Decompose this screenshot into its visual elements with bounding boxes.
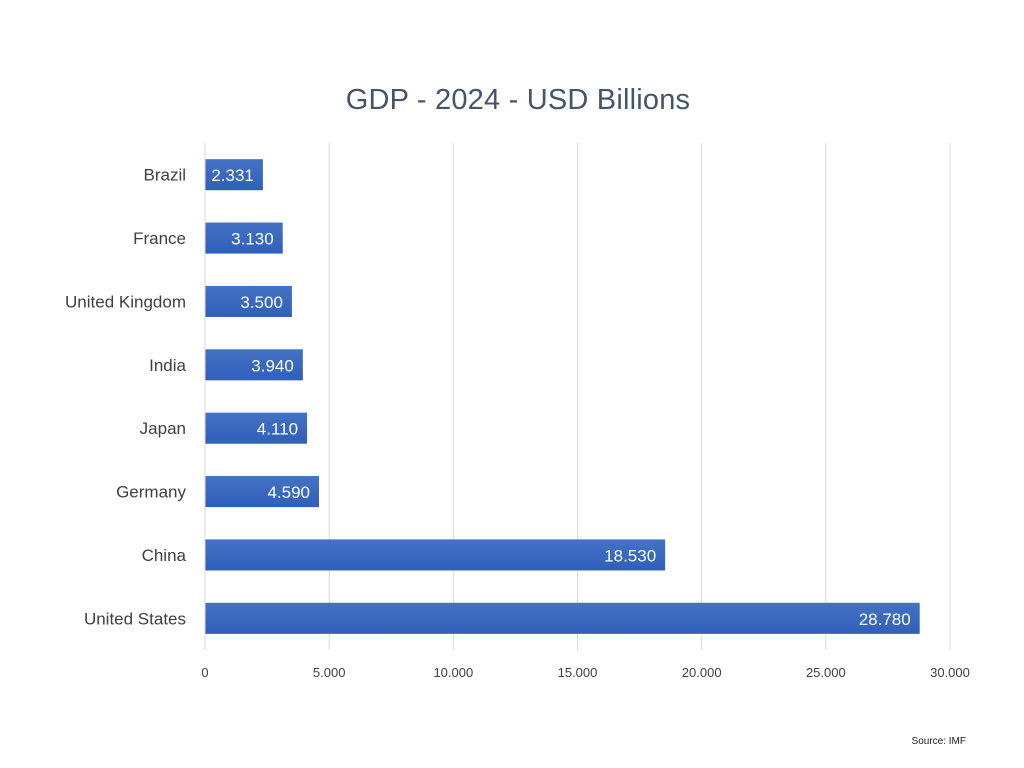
data-label: 18.530 bbox=[604, 546, 656, 565]
data-label: 3.130 bbox=[231, 230, 274, 249]
bar-brazil bbox=[205, 159, 263, 191]
x-tick-label: 20.000 bbox=[682, 665, 722, 680]
category-label: United States bbox=[84, 609, 186, 628]
category-label: China bbox=[142, 546, 187, 565]
chart-title: GDP - 2024 - USD Billions bbox=[345, 84, 691, 116]
x-tick-label: 25.000 bbox=[806, 665, 846, 680]
category-label: France bbox=[133, 229, 186, 248]
bar-germany bbox=[205, 476, 319, 508]
bar-china bbox=[205, 539, 666, 571]
bars bbox=[205, 159, 920, 634]
data-label: 2.331 bbox=[211, 166, 254, 185]
bar-japan bbox=[205, 412, 308, 444]
data-label: 3.500 bbox=[240, 293, 283, 312]
x-tick-label: 0 bbox=[201, 665, 208, 680]
labels: 0 5.000 10.000 15.000 20.000 25.000 30.000 Braz… bbox=[65, 166, 970, 680]
data-label: 3.940 bbox=[251, 356, 294, 375]
x-tick-label: 30.000 bbox=[930, 665, 970, 680]
x-tick-label: 10.000 bbox=[433, 665, 473, 680]
x-tick-label: 5.000 bbox=[313, 665, 346, 680]
category-label: Germany bbox=[116, 483, 186, 502]
bar-india bbox=[205, 349, 303, 381]
category-label: Japan bbox=[140, 419, 186, 438]
data-label: 4.590 bbox=[267, 483, 310, 502]
bar-france bbox=[205, 222, 283, 254]
category-label: Brazil bbox=[143, 166, 186, 185]
data-label: 28.780 bbox=[859, 610, 911, 629]
bar-united-states bbox=[205, 602, 920, 634]
category-label: India bbox=[149, 356, 186, 375]
data-label: 4.110 bbox=[257, 420, 298, 439]
bar-united-kingdom bbox=[205, 285, 292, 317]
source-note: Source: IMF bbox=[911, 736, 966, 747]
category-label: United Kingdom bbox=[65, 292, 186, 311]
gridlines bbox=[204, 143, 951, 650]
x-tick-label: 15.000 bbox=[558, 665, 598, 680]
